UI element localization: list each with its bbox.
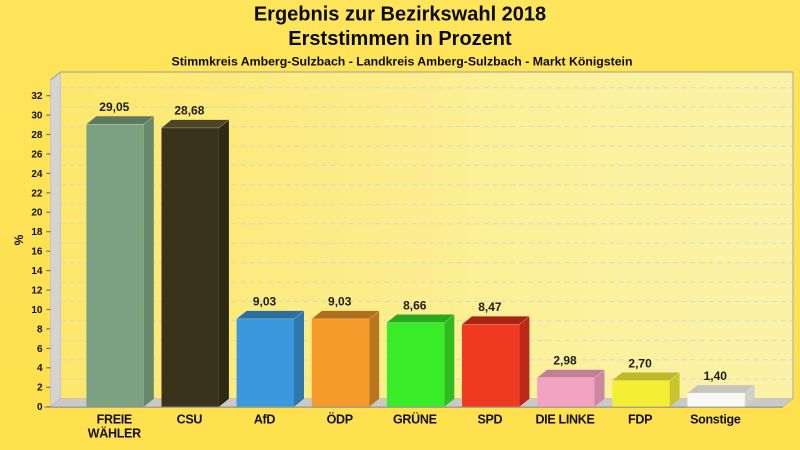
svg-text:ÖDP: ÖDP [327, 412, 353, 427]
svg-text:DIE LINKE: DIE LINKE [535, 413, 594, 427]
svg-text:8,47: 8,47 [478, 300, 502, 314]
svg-text:29,05: 29,05 [99, 100, 129, 114]
svg-text:24: 24 [31, 169, 43, 180]
svg-text:12: 12 [31, 286, 43, 297]
svg-text:26: 26 [31, 149, 43, 160]
svg-text:20: 20 [31, 208, 43, 219]
svg-text:Sonstige: Sonstige [690, 413, 741, 427]
svg-text:2,98: 2,98 [553, 354, 577, 368]
svg-text:8: 8 [37, 324, 43, 335]
svg-text:SPD: SPD [477, 413, 502, 427]
svg-text:0: 0 [37, 402, 43, 413]
svg-text:2,70: 2,70 [628, 356, 652, 370]
svg-text:28,68: 28,68 [174, 104, 204, 118]
svg-text:AfD: AfD [254, 413, 276, 427]
svg-text:WÄHLER: WÄHLER [88, 426, 141, 441]
svg-text:Stimmkreis Amberg-Sulzbach - L: Stimmkreis Amberg-Sulzbach - Landkreis A… [172, 54, 633, 68]
svg-text:9,03: 9,03 [328, 295, 352, 309]
svg-text:Ergebnis zur Bezirkswahl 2018: Ergebnis zur Bezirkswahl 2018 [254, 4, 546, 26]
svg-text:9,03: 9,03 [253, 295, 277, 309]
svg-text:28: 28 [31, 130, 43, 141]
svg-text:1,40: 1,40 [704, 369, 728, 383]
svg-text:14: 14 [31, 266, 43, 277]
svg-text:6: 6 [37, 344, 43, 355]
svg-text:%: % [12, 234, 26, 245]
svg-text:10: 10 [31, 305, 43, 316]
svg-text:16: 16 [31, 247, 43, 258]
svg-text:CSU: CSU [177, 413, 203, 427]
svg-text:18: 18 [31, 227, 43, 238]
svg-text:8,66: 8,66 [403, 298, 427, 312]
svg-text:30: 30 [31, 111, 43, 122]
svg-text:GRÜNE: GRÜNE [393, 412, 437, 427]
svg-text:FDP: FDP [628, 413, 652, 427]
svg-text:2: 2 [37, 383, 43, 394]
svg-text:32: 32 [31, 91, 43, 102]
svg-text:4: 4 [37, 363, 43, 374]
svg-text:Erststimmen in Prozent: Erststimmen in Prozent [288, 28, 512, 50]
svg-text:FREIE: FREIE [97, 413, 132, 427]
svg-text:22: 22 [31, 188, 43, 199]
